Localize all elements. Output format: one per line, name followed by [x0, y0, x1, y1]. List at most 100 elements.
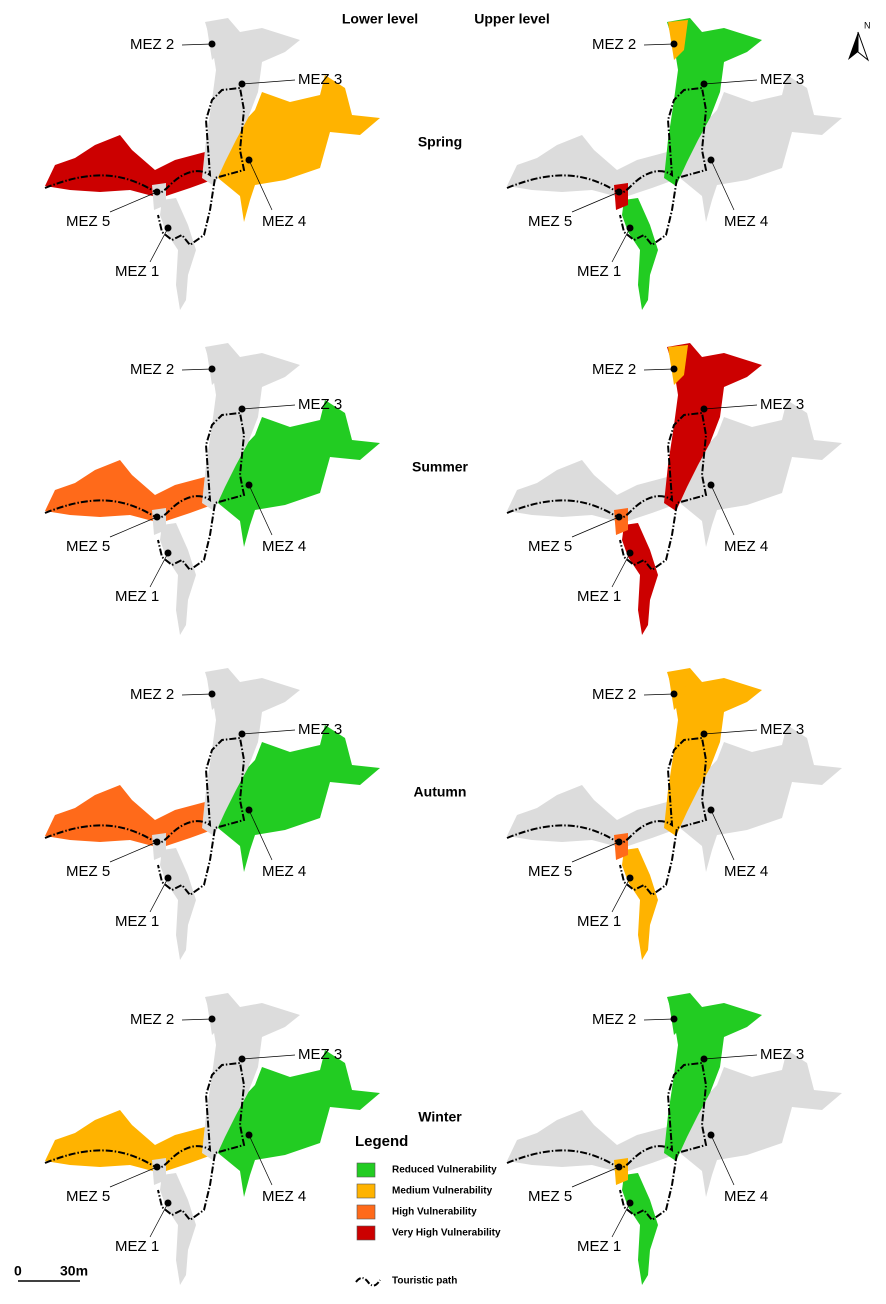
- station-dot: [245, 806, 253, 814]
- leader-line: [241, 1054, 296, 1060]
- station-label: MEZ 4: [262, 538, 306, 555]
- cave-mez2: [206, 995, 226, 1035]
- station-dot: [707, 156, 715, 164]
- scale-bar: 0 30m: [14, 1263, 88, 1282]
- leader-line: [109, 191, 158, 213]
- touristic-path: [506, 411, 708, 572]
- leader-line: [181, 43, 213, 46]
- station-label: MEZ 5: [528, 1188, 572, 1205]
- leader-line: [109, 841, 158, 863]
- leader-line: [181, 368, 213, 371]
- station-label: MEZ 3: [760, 1046, 804, 1063]
- leader-line: [109, 516, 158, 538]
- leader-line: [643, 43, 675, 46]
- leader-line: [248, 159, 273, 211]
- station-dot: [626, 549, 634, 557]
- cave-west: [45, 785, 212, 848]
- touristic-path: [44, 736, 246, 897]
- station-dot: [615, 838, 623, 846]
- station-dot: [707, 481, 715, 489]
- leader-line: [703, 729, 758, 735]
- legend-swatch: [356, 1162, 376, 1178]
- station-label: MEZ 2: [592, 36, 636, 53]
- legend-label: Very High Vulnerability: [392, 1228, 501, 1239]
- station-label: MEZ 2: [130, 1011, 174, 1028]
- station-dot: [164, 1199, 172, 1207]
- north-arrow: N: [848, 20, 871, 62]
- cave-north: [202, 343, 300, 511]
- lower-map: MEZ 1 MEZ 2 MEZ 3 MEZ 4 MEZ 5: [44, 668, 380, 960]
- cave-east: [676, 1050, 842, 1197]
- station-label: MEZ 3: [298, 1046, 342, 1063]
- station-label: MEZ 2: [130, 686, 174, 703]
- cave-mez2: [206, 670, 226, 710]
- station-dot: [208, 690, 216, 698]
- station-label: MEZ 1: [577, 588, 621, 605]
- leader-line: [181, 1018, 213, 1021]
- cave-mez2: [668, 670, 688, 710]
- leader-line: [710, 1134, 735, 1186]
- cave-south: [160, 1173, 196, 1285]
- lower-map: MEZ 1 MEZ 2 MEZ 3 MEZ 4 MEZ 5: [44, 993, 380, 1285]
- touristic-path: [506, 1061, 708, 1222]
- cave-south: [622, 848, 658, 960]
- station-label: MEZ 3: [298, 71, 342, 88]
- station-dot: [707, 1131, 715, 1139]
- cave-south: [622, 523, 658, 635]
- station-dot: [615, 1163, 623, 1171]
- cave-west: [45, 135, 212, 198]
- station-dot: [208, 40, 216, 48]
- station-label: MEZ 1: [577, 263, 621, 280]
- upper-map: MEZ 1 MEZ 2 MEZ 3 MEZ 4 MEZ 5: [506, 668, 842, 960]
- station-label: MEZ 1: [577, 913, 621, 930]
- leader-line: [149, 227, 169, 263]
- station-label: MEZ 4: [724, 863, 768, 880]
- leader-line: [703, 1054, 758, 1060]
- station-label: MEZ 2: [592, 361, 636, 378]
- station-label: MEZ 5: [66, 538, 110, 555]
- cave-north: [664, 18, 762, 186]
- legend-label: Reduced Vulnerability: [392, 1165, 497, 1176]
- leader-line: [571, 1166, 620, 1188]
- lower-map: MEZ 1 MEZ 2 MEZ 3 MEZ 4 MEZ 5: [44, 18, 380, 310]
- legend-label: Medium Vulnerability: [392, 1186, 493, 1197]
- station-dot: [164, 224, 172, 232]
- leader-line: [703, 79, 758, 85]
- upper-header: Upper level: [474, 11, 549, 27]
- legend-swatch: [356, 1204, 376, 1220]
- station-dot: [153, 1163, 161, 1171]
- station-dot: [700, 730, 708, 738]
- cave-east: [676, 400, 842, 547]
- touristic-path: [506, 86, 708, 247]
- leader-line: [643, 693, 675, 696]
- cave-south: [622, 198, 658, 310]
- cave-mez2: [206, 20, 226, 60]
- cave-east: [676, 725, 842, 872]
- station-label: MEZ 5: [528, 213, 572, 230]
- season-label: Winter: [418, 1109, 462, 1125]
- scale-end: 30m: [60, 1263, 88, 1279]
- station-dot: [707, 806, 715, 814]
- cave-east: [214, 725, 380, 872]
- station-label: MEZ 4: [724, 213, 768, 230]
- legend-label: High Vulnerability: [392, 1207, 477, 1218]
- station-dot: [238, 730, 246, 738]
- station-label: MEZ 4: [724, 1188, 768, 1205]
- cave-east: [214, 75, 380, 222]
- cave-west: [507, 785, 674, 848]
- station-label: MEZ 2: [130, 361, 174, 378]
- leader-line: [149, 552, 169, 588]
- leader-line: [149, 877, 169, 913]
- station-label: MEZ 5: [528, 538, 572, 555]
- leader-line: [571, 841, 620, 863]
- north-label: N: [864, 20, 871, 30]
- cave-west: [45, 460, 212, 523]
- station-dot: [153, 188, 161, 196]
- cave-north: [202, 668, 300, 836]
- station-label: MEZ 3: [760, 396, 804, 413]
- touristic-path: [44, 1061, 246, 1222]
- station-label: MEZ 1: [115, 588, 159, 605]
- season-label: Autumn: [414, 784, 467, 800]
- station-label: MEZ 4: [262, 1188, 306, 1205]
